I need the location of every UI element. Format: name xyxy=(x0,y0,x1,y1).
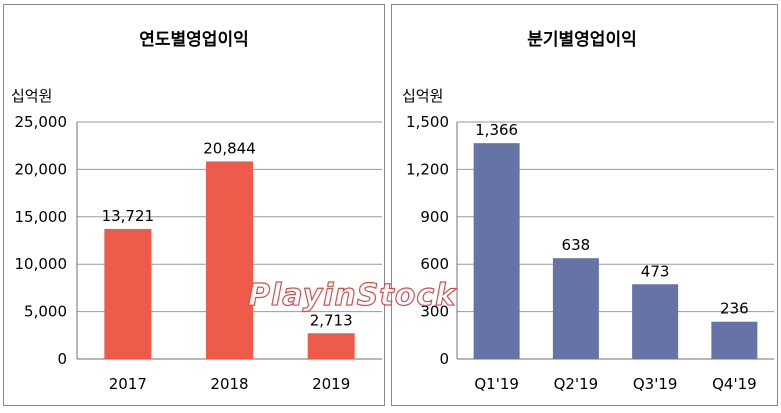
y-tick-label: 15,000 xyxy=(15,208,68,226)
unit-label: 십억원 xyxy=(402,87,443,105)
data-label: 473 xyxy=(641,262,670,280)
data-label: 638 xyxy=(562,236,591,254)
y-tick-label: 600 xyxy=(420,255,449,273)
x-category-label: 2018 xyxy=(210,375,248,393)
y-tick-label: 25,000 xyxy=(15,113,68,131)
data-label: 2,713 xyxy=(310,311,353,329)
chart-title: 연도별영업이익 xyxy=(139,30,248,50)
data-label: 1,366 xyxy=(475,121,518,139)
bar-2019 xyxy=(307,333,355,359)
y-tick-label: 0 xyxy=(57,350,67,368)
x-category-label: 2019 xyxy=(312,375,350,393)
bar-Q1'19 xyxy=(473,143,520,359)
x-category-label: 2017 xyxy=(109,375,147,393)
y-tick-label: 1,200 xyxy=(406,160,449,178)
unit-label: 십억원 xyxy=(11,87,52,105)
y-tick-label: 1,500 xyxy=(406,113,449,131)
chart-title: 분기별영업이익 xyxy=(527,30,636,50)
y-tick-label: 5,000 xyxy=(24,303,67,321)
data-label: 236 xyxy=(720,300,749,318)
y-tick-label: 20,000 xyxy=(15,160,68,178)
bar-2018 xyxy=(206,161,253,359)
y-tick-label: 10,000 xyxy=(15,255,68,273)
y-tick-label: 0 xyxy=(439,350,449,368)
bar-Q4'19 xyxy=(711,321,758,359)
x-category-label: Q3'19 xyxy=(633,375,678,393)
y-tick-label: 300 xyxy=(420,303,449,321)
x-category-label: Q4'19 xyxy=(712,375,757,393)
data-label: 20,844 xyxy=(203,139,256,157)
bar-2017 xyxy=(104,228,152,359)
y-tick-label: 900 xyxy=(420,208,449,226)
x-category-label: Q1'19 xyxy=(474,375,519,393)
x-category-label: Q2'19 xyxy=(554,375,599,393)
bar-Q3'19 xyxy=(632,284,679,359)
data-label: 13,721 xyxy=(102,207,155,225)
bar-Q2'19 xyxy=(552,258,599,359)
